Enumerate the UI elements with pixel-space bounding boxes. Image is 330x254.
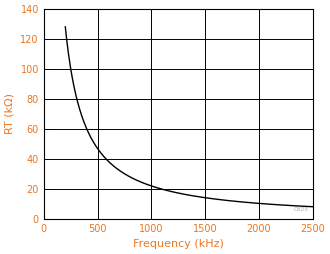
Y-axis label: RT (kΩ): RT (kΩ) (5, 93, 15, 134)
X-axis label: Frequency (kHz): Frequency (kHz) (133, 239, 224, 249)
Text: C025: C025 (294, 208, 309, 212)
